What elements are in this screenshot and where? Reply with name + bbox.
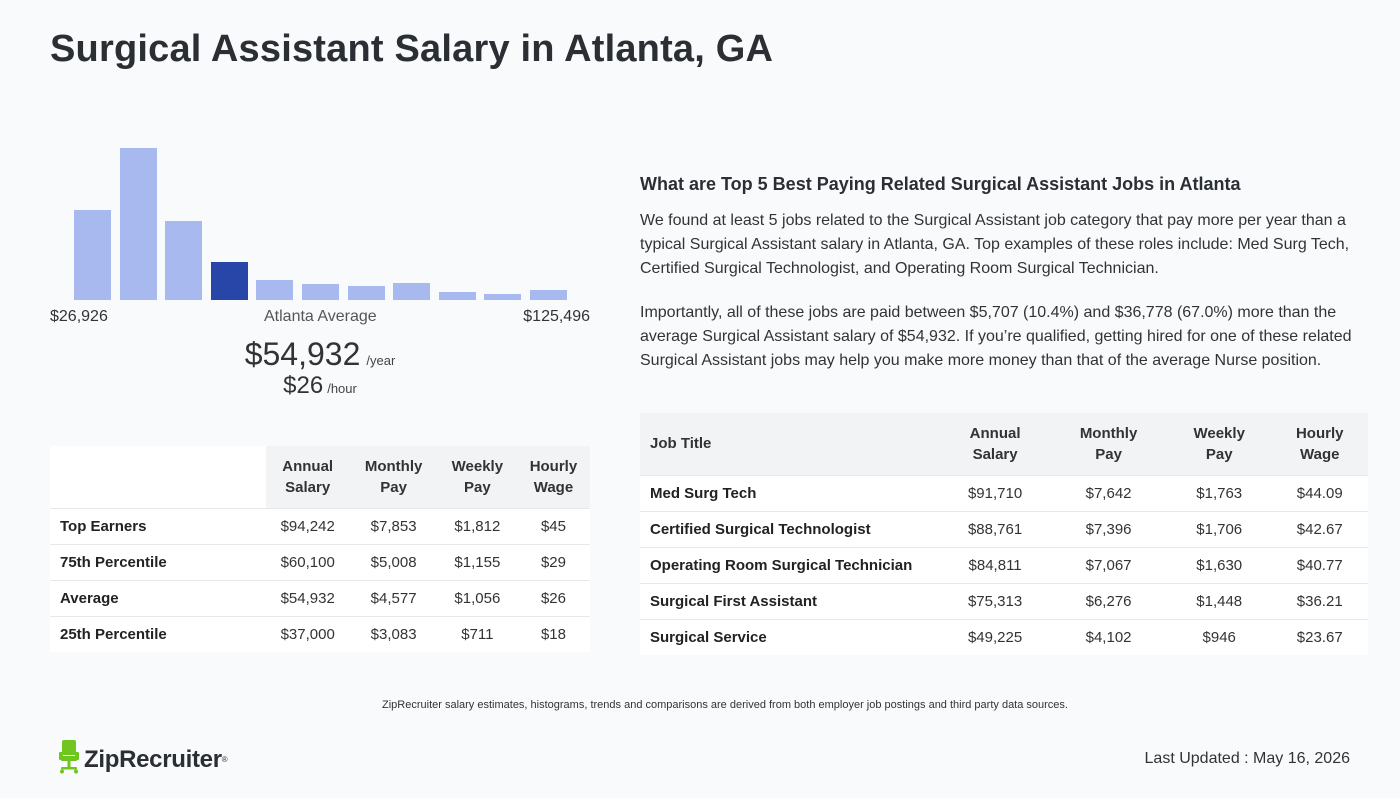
histogram-bar bbox=[302, 284, 339, 300]
average-hourly-unit: /hour bbox=[327, 381, 357, 396]
job-title: Surgical First Assistant bbox=[640, 582, 940, 619]
percentile-table-header: Annual Salary Monthly Pay Weekly Pay Hourly… bbox=[50, 446, 590, 508]
header-monthly-pay: Monthly Pay bbox=[1050, 413, 1167, 475]
histogram-bar bbox=[438, 292, 476, 300]
cell-weekly: $1,706 bbox=[1166, 510, 1272, 547]
cell-monthly: $5,008 bbox=[349, 543, 438, 580]
histogram-min-label: $26,926 bbox=[50, 308, 108, 325]
percentile-table: Annual Salary Monthly Pay Weekly Pay Hourly… bbox=[50, 446, 590, 652]
table-row: Average $54,932 $4,577 $1,056 $26 bbox=[50, 579, 590, 616]
related-jobs-table: Job Title Annual Salary Monthly Pay Weekly… bbox=[640, 413, 1368, 655]
average-hourly: $26/hour bbox=[0, 372, 640, 400]
cell-annual: $88,761 bbox=[940, 510, 1051, 547]
data-source-footnote: ZipRecruiter salary estimates, histogram… bbox=[382, 699, 1068, 711]
table-row: Operating Room Surgical Technician $84,8… bbox=[640, 546, 1368, 583]
cell-weekly: $1,763 bbox=[1166, 474, 1272, 511]
ziprecruiter-wordmark: ZipRecruiter bbox=[84, 745, 222, 773]
cell-hourly: $18 bbox=[516, 615, 590, 652]
cell-monthly: $4,577 bbox=[349, 579, 438, 616]
header-hourly-wage: Hourly Wage bbox=[516, 446, 590, 508]
average-yearly-unit: /year bbox=[366, 353, 396, 368]
cell-hourly: $44.09 bbox=[1271, 474, 1368, 511]
header-weekly-pay: Weekly Pay bbox=[437, 446, 517, 508]
histogram-bar bbox=[119, 148, 157, 300]
header-weekly-pay: Weekly Pay bbox=[1166, 413, 1272, 475]
header-blank bbox=[50, 446, 266, 508]
cell-monthly: $7,642 bbox=[1050, 474, 1167, 511]
cell-monthly: $7,853 bbox=[349, 507, 438, 544]
histogram-bar bbox=[165, 221, 203, 300]
cell-hourly: $36.21 bbox=[1271, 582, 1368, 619]
table-row: Surgical Service $49,225 $4,102 $946 $23… bbox=[640, 618, 1368, 655]
last-updated: Last Updated : May 16, 2026 bbox=[1144, 750, 1350, 767]
histogram-bar bbox=[393, 283, 431, 300]
cell-hourly: $45 bbox=[516, 507, 590, 544]
cell-annual: $37,000 bbox=[266, 615, 350, 652]
header-annual-salary: Annual Salary bbox=[940, 413, 1051, 475]
cell-annual: $84,811 bbox=[940, 546, 1051, 583]
row-label: 25th Percentile bbox=[50, 615, 266, 652]
table-row: Med Surg Tech $91,710 $7,642 $1,763 $44.… bbox=[640, 474, 1368, 511]
header-hourly-wage: Hourly Wage bbox=[1271, 413, 1368, 475]
histogram-bar bbox=[74, 210, 111, 300]
cell-hourly: $29 bbox=[516, 543, 590, 580]
cell-hourly: $23.67 bbox=[1271, 618, 1368, 655]
page-title: Surgical Assistant Salary in Atlanta, GA bbox=[50, 28, 774, 70]
table-row: Certified Surgical Technologist $88,761 … bbox=[640, 510, 1368, 547]
table-row: Surgical First Assistant $75,313 $6,276 … bbox=[640, 582, 1368, 619]
cell-hourly: $26 bbox=[516, 579, 590, 616]
cell-annual: $49,225 bbox=[940, 618, 1051, 655]
job-title: Certified Surgical Technologist bbox=[640, 510, 940, 547]
table-row: Top Earners $94,242 $7,853 $1,812 $45 bbox=[50, 507, 590, 544]
job-title: Med Surg Tech bbox=[640, 474, 940, 511]
cell-weekly: $946 bbox=[1166, 618, 1272, 655]
average-yearly-value: $54,932 bbox=[244, 336, 361, 372]
cell-monthly: $7,067 bbox=[1050, 546, 1167, 583]
row-label: 75th Percentile bbox=[50, 543, 266, 580]
cell-weekly: $1,812 bbox=[437, 507, 517, 544]
related-jobs-heading: What are Top 5 Best Paying Related Surgi… bbox=[640, 174, 1241, 194]
cell-annual: $60,100 bbox=[266, 543, 350, 580]
header-job-title: Job Title bbox=[640, 413, 940, 475]
histogram-bar bbox=[530, 290, 567, 300]
histogram-average-label: Atlanta Average bbox=[264, 308, 377, 325]
table-row: 25th Percentile $37,000 $3,083 $711 $18 bbox=[50, 615, 590, 652]
header-annual-salary: Annual Salary bbox=[266, 446, 350, 508]
cell-monthly: $4,102 bbox=[1050, 618, 1167, 655]
row-label: Average bbox=[50, 579, 266, 616]
row-label: Top Earners bbox=[50, 507, 266, 544]
histogram-bar bbox=[347, 286, 385, 300]
histogram-bar-average bbox=[210, 262, 248, 300]
job-title: Surgical Service bbox=[640, 618, 940, 655]
cell-monthly: $6,276 bbox=[1050, 582, 1167, 619]
ziprecruiter-chair-icon bbox=[58, 740, 80, 779]
cell-annual: $91,710 bbox=[940, 474, 1051, 511]
cell-weekly: $1,056 bbox=[437, 579, 517, 616]
histogram-bar bbox=[484, 294, 522, 300]
average-yearly: $54,932/year bbox=[0, 336, 640, 373]
cell-annual: $54,932 bbox=[266, 579, 350, 616]
salary-histogram bbox=[50, 130, 590, 300]
cell-hourly: $42.67 bbox=[1271, 510, 1368, 547]
cell-weekly: $711 bbox=[437, 615, 517, 652]
cell-hourly: $40.77 bbox=[1271, 546, 1368, 583]
registered-mark: ® bbox=[221, 755, 228, 764]
cell-weekly: $1,448 bbox=[1166, 582, 1272, 619]
cell-weekly: $1,155 bbox=[437, 543, 517, 580]
cell-weekly: $1,630 bbox=[1166, 546, 1272, 583]
cell-annual: $94,242 bbox=[266, 507, 350, 544]
job-title: Operating Room Surgical Technician bbox=[640, 546, 940, 583]
cell-monthly: $7,396 bbox=[1050, 510, 1167, 547]
related-jobs-paragraph-2: Importantly, all of these jobs are paid … bbox=[640, 304, 1352, 369]
histogram-max-label: $125,496 bbox=[523, 308, 590, 325]
related-jobs-table-header: Job Title Annual Salary Monthly Pay Weekly… bbox=[640, 413, 1368, 475]
average-hourly-value: $26 bbox=[283, 372, 324, 399]
ziprecruiter-logo[interactable]: ZipRecruiter ® bbox=[58, 740, 228, 779]
cell-annual: $75,313 bbox=[940, 582, 1051, 619]
cell-monthly: $3,083 bbox=[349, 615, 438, 652]
histogram-bar bbox=[256, 280, 294, 300]
related-jobs-paragraph-1: We found at least 5 jobs related to the … bbox=[640, 212, 1350, 277]
header-monthly-pay: Monthly Pay bbox=[349, 446, 438, 508]
table-row: 75th Percentile $60,100 $5,008 $1,155 $2… bbox=[50, 543, 590, 580]
